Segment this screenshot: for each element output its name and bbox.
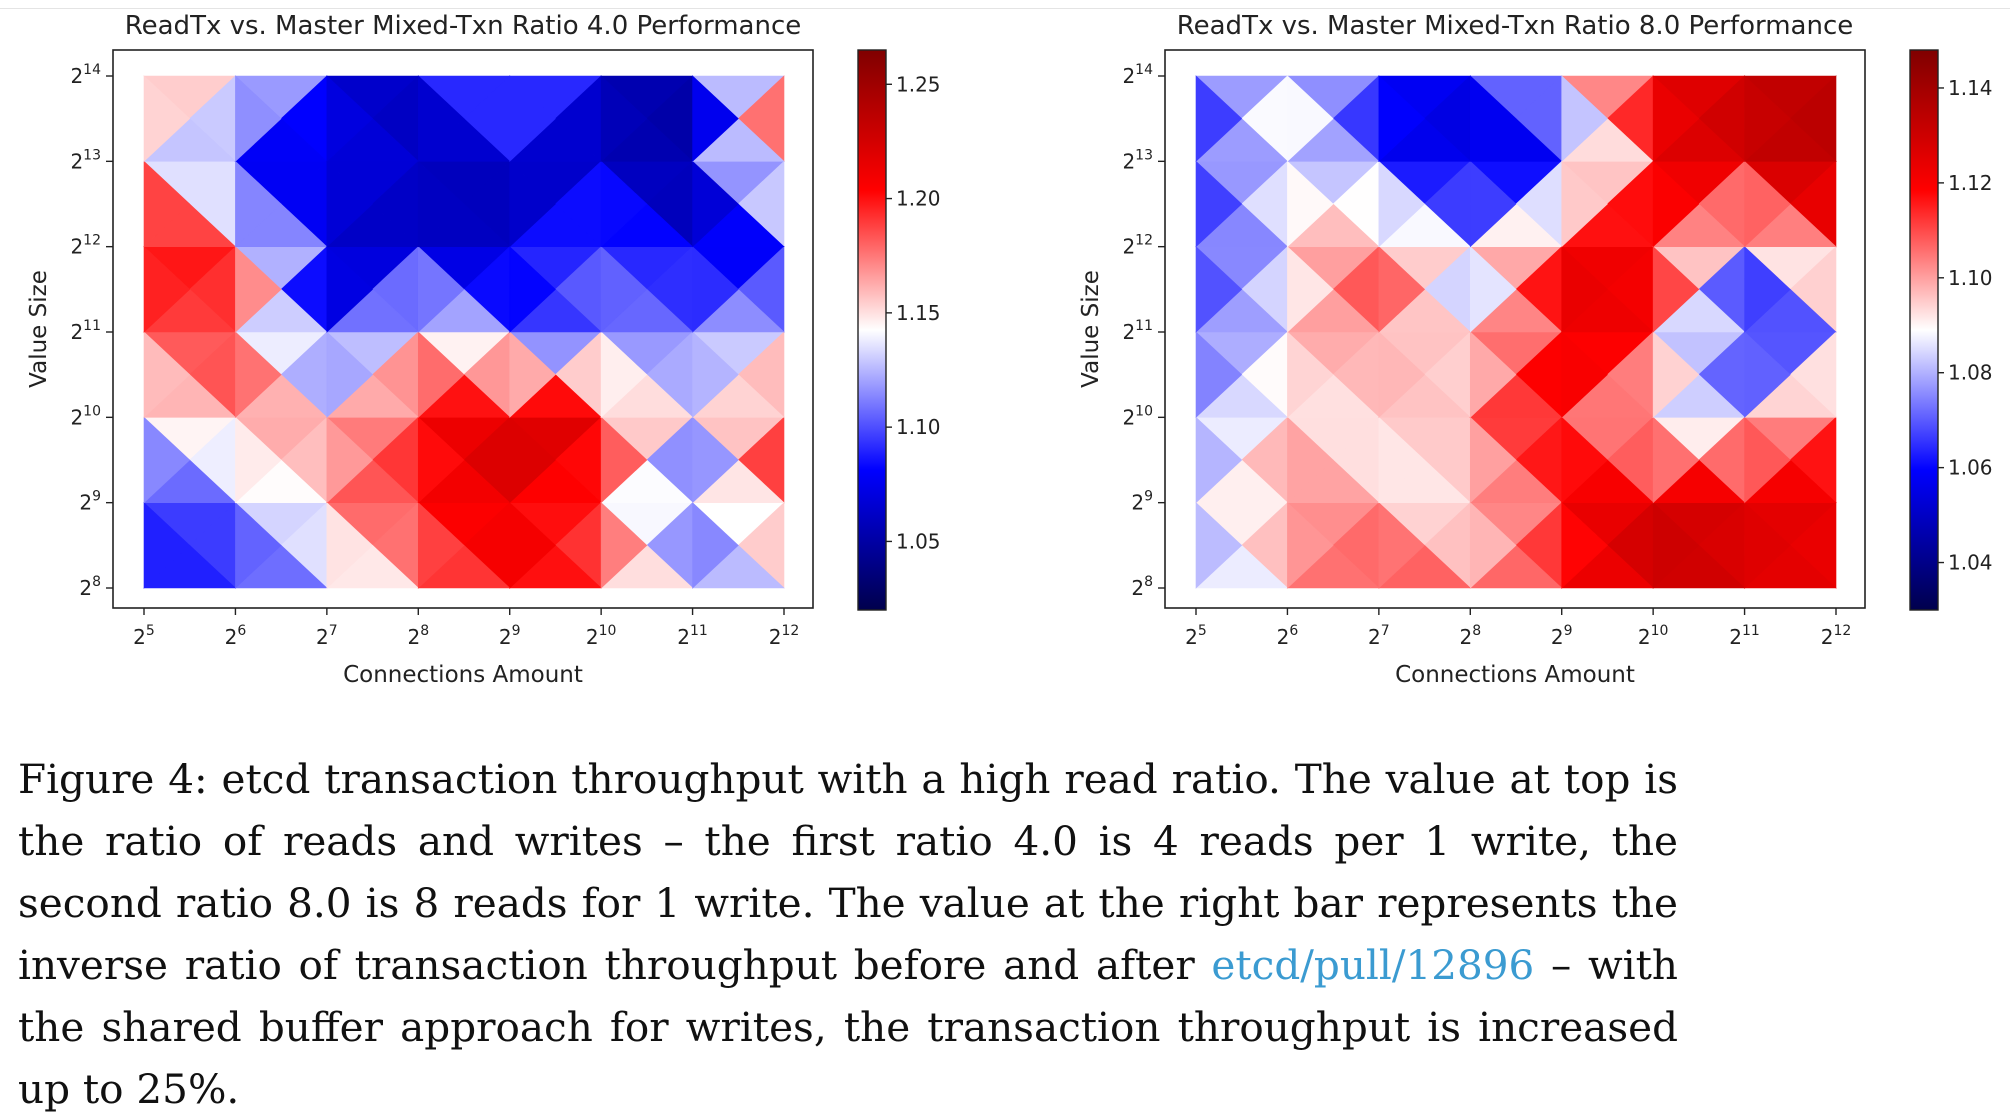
y-tick-label: 211 bbox=[70, 318, 101, 344]
x-tick-label: 211 bbox=[1729, 623, 1760, 649]
x-axis-label: Connections Amount bbox=[343, 662, 583, 688]
colorbar-tick-label: 1.10 bbox=[1948, 266, 1993, 290]
pull-request-link[interactable]: etcd/pull/12896 bbox=[1211, 941, 1534, 989]
figure-heatmaps: ReadTx vs. Master Mixed-Txn Ratio 4.0 Pe… bbox=[0, 0, 2010, 700]
x-tick-label: 211 bbox=[677, 623, 708, 649]
x-tick-label: 25 bbox=[133, 623, 155, 649]
y-tick-label: 210 bbox=[1122, 403, 1153, 429]
colorbar-tick-label: 1.25 bbox=[896, 72, 941, 96]
colorbar-tick-label: 1.20 bbox=[896, 187, 941, 211]
heatmap-panel-2: ReadTx vs. Master Mixed-Txn Ratio 8.0 Pe… bbox=[1078, 11, 1993, 688]
y-tick-label: 214 bbox=[1122, 62, 1153, 88]
x-tick-label: 29 bbox=[1551, 623, 1573, 649]
figure-caption: Figure 4: etcd transaction throughput wi… bbox=[18, 748, 1678, 1120]
x-tick-label: 212 bbox=[769, 623, 800, 649]
x-tick-label: 29 bbox=[499, 623, 521, 649]
colorbar-tick-label: 1.10 bbox=[896, 415, 941, 439]
heatmap-cells bbox=[1196, 76, 1836, 588]
y-tick-label: 214 bbox=[70, 62, 101, 88]
y-tick-label: 213 bbox=[70, 147, 101, 173]
x-tick-label: 210 bbox=[586, 623, 617, 649]
y-tick-label: 28 bbox=[1131, 574, 1153, 600]
x-tick-label: 26 bbox=[225, 623, 247, 649]
chart-title: ReadTx vs. Master Mixed-Txn Ratio 8.0 Pe… bbox=[1177, 11, 1854, 41]
heatmap-panel-1: ReadTx vs. Master Mixed-Txn Ratio 4.0 Pe… bbox=[26, 11, 941, 688]
y-tick-label: 213 bbox=[1122, 147, 1153, 173]
x-tick-label: 26 bbox=[1277, 623, 1299, 649]
x-tick-label: 25 bbox=[1185, 623, 1207, 649]
y-tick-label: 211 bbox=[1122, 318, 1153, 344]
colorbar-tick-label: 1.05 bbox=[896, 529, 941, 553]
y-tick-label: 212 bbox=[70, 233, 101, 259]
x-tick-label: 210 bbox=[1638, 623, 1669, 649]
colorbar bbox=[1910, 50, 1938, 610]
y-tick-label: 29 bbox=[1131, 489, 1153, 515]
colorbar-tick-label: 1.04 bbox=[1948, 551, 1993, 575]
chart-title: ReadTx vs. Master Mixed-Txn Ratio 4.0 Pe… bbox=[125, 11, 802, 41]
y-axis-label: Value Size bbox=[26, 270, 52, 388]
y-tick-label: 212 bbox=[1122, 233, 1153, 259]
heatmap-cells bbox=[144, 76, 784, 588]
x-tick-label: 28 bbox=[1459, 623, 1481, 649]
x-tick-label: 27 bbox=[316, 623, 338, 649]
y-axis-label: Value Size bbox=[1078, 270, 1104, 388]
colorbar-tick-label: 1.14 bbox=[1948, 76, 1993, 100]
colorbar-tick-label: 1.06 bbox=[1948, 456, 1993, 480]
colorbar-tick-label: 1.15 bbox=[896, 301, 941, 325]
x-tick-label: 212 bbox=[1821, 623, 1852, 649]
y-tick-label: 28 bbox=[79, 574, 101, 600]
colorbar bbox=[858, 50, 886, 610]
y-tick-label: 29 bbox=[79, 489, 101, 515]
y-tick-label: 210 bbox=[70, 403, 101, 429]
colorbar-tick-label: 1.12 bbox=[1948, 171, 1993, 195]
colorbar-tick-label: 1.08 bbox=[1948, 361, 1993, 385]
x-tick-label: 28 bbox=[407, 623, 429, 649]
x-tick-label: 27 bbox=[1368, 623, 1390, 649]
x-axis-label: Connections Amount bbox=[1395, 662, 1635, 688]
